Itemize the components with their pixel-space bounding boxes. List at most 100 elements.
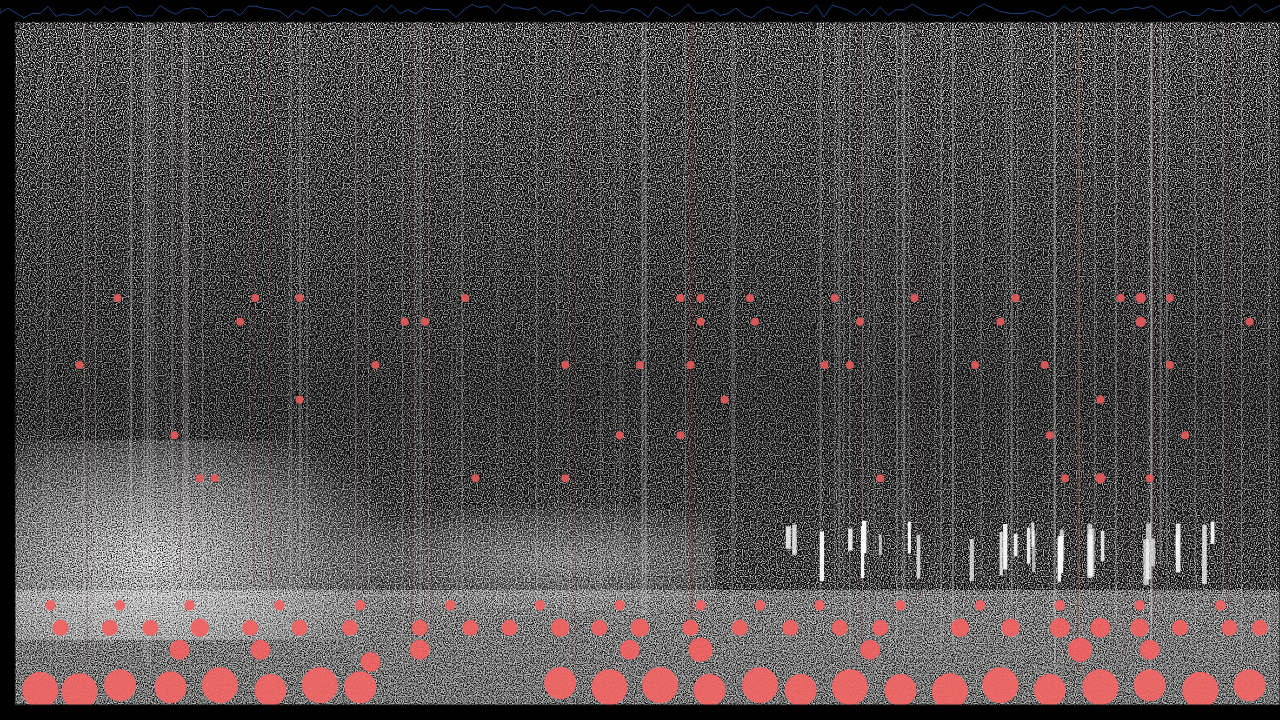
point	[236, 318, 244, 326]
streak	[1147, 22, 1148, 581]
streak	[1017, 22, 1018, 660]
series	[76, 293, 1254, 484]
streak	[1241, 22, 1242, 655]
burst	[1151, 538, 1155, 566]
point	[832, 620, 848, 636]
streak	[940, 22, 942, 658]
point	[102, 620, 118, 636]
point	[1117, 294, 1125, 302]
streak	[461, 22, 463, 596]
point	[732, 620, 748, 636]
streak	[156, 22, 157, 593]
point	[472, 474, 480, 482]
streak	[1228, 22, 1229, 639]
point	[1001, 619, 1019, 637]
streak	[868, 22, 869, 642]
streak	[1223, 22, 1224, 607]
series	[45, 600, 1268, 672]
point	[856, 318, 864, 326]
streak	[873, 22, 875, 562]
point	[885, 674, 917, 705]
point	[1034, 674, 1066, 705]
point	[251, 294, 259, 302]
point	[184, 600, 194, 610]
point	[687, 361, 695, 369]
point	[551, 619, 569, 637]
streak	[641, 22, 643, 616]
point	[676, 431, 684, 439]
point	[697, 318, 705, 326]
streak	[843, 22, 844, 595]
point	[636, 361, 644, 369]
streak	[180, 22, 181, 575]
point	[1090, 618, 1110, 638]
point	[695, 600, 705, 610]
streak	[733, 22, 735, 570]
point	[1061, 474, 1069, 482]
streak	[1077, 22, 1079, 671]
streak	[1195, 22, 1196, 634]
burst	[1003, 524, 1007, 570]
top-wave	[0, 4, 1280, 18]
burst	[1058, 536, 1063, 573]
burst	[820, 531, 824, 580]
streak	[254, 22, 255, 587]
point	[445, 600, 455, 610]
point	[860, 640, 880, 660]
point	[296, 396, 304, 404]
point	[274, 600, 284, 610]
point	[535, 600, 545, 610]
point	[1095, 473, 1105, 483]
burst	[879, 535, 882, 555]
streak	[299, 22, 300, 630]
streak	[558, 22, 559, 607]
streak	[1079, 22, 1080, 647]
point	[642, 667, 678, 703]
point	[872, 620, 888, 636]
point	[462, 620, 478, 636]
point	[910, 294, 918, 302]
streak	[186, 22, 188, 564]
point	[115, 600, 125, 610]
burst	[862, 521, 866, 553]
streak	[1053, 22, 1054, 618]
point	[694, 674, 726, 705]
point	[620, 640, 640, 660]
point	[1136, 293, 1146, 303]
streak	[95, 22, 96, 630]
streak	[183, 22, 184, 610]
point	[814, 600, 824, 610]
bursts	[786, 521, 1215, 585]
point	[676, 294, 684, 302]
streak	[355, 22, 356, 663]
point	[1134, 600, 1144, 610]
streak	[732, 22, 733, 660]
point	[1050, 618, 1070, 638]
point	[971, 361, 979, 369]
point	[191, 619, 209, 637]
streak	[834, 22, 835, 614]
streak	[431, 22, 432, 641]
point	[742, 667, 778, 703]
burst	[970, 539, 974, 581]
streak	[953, 22, 954, 653]
streak	[645, 22, 647, 628]
streak	[692, 22, 693, 628]
point	[196, 474, 204, 482]
point	[1130, 619, 1148, 637]
streak	[1268, 22, 1270, 656]
point	[1166, 361, 1174, 369]
streak	[84, 22, 85, 613]
point	[22, 672, 58, 705]
point	[412, 620, 428, 636]
plot-frame	[15, 22, 1280, 705]
point	[831, 294, 839, 302]
point	[114, 294, 122, 302]
streak	[1054, 22, 1055, 670]
streak	[575, 22, 576, 675]
streak	[402, 22, 403, 669]
chart-root	[0, 0, 1280, 720]
point	[170, 431, 178, 439]
point	[1221, 620, 1237, 636]
streak	[411, 22, 412, 666]
